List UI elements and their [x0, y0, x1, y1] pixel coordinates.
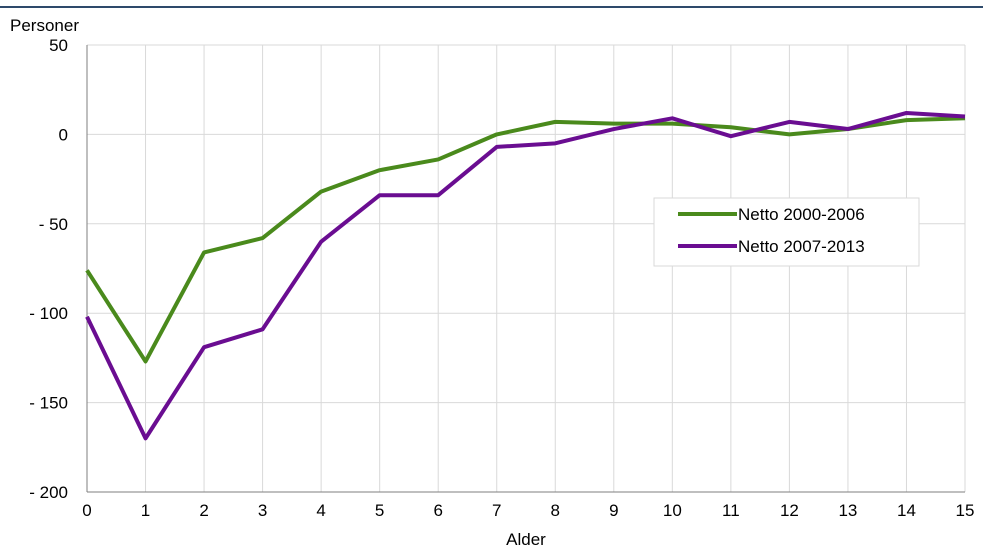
- legend: Netto 2000-2006 Netto 2007-2013: [653, 197, 920, 267]
- y-tick-label: - 100: [29, 304, 68, 323]
- x-tick-label: 14: [897, 501, 916, 520]
- series-line-netto-2007-2013: [85, 110, 966, 441]
- legend-label-netto-2007-2013: Netto 2007-2013: [738, 237, 865, 256]
- x-tick-label: 7: [492, 501, 501, 520]
- x-tick-label: 9: [609, 501, 618, 520]
- y-axis-title: Personer: [10, 16, 79, 35]
- x-tick-label: 11: [722, 501, 740, 520]
- y-tick-label: - 200: [29, 483, 68, 502]
- grid-lines: [87, 44, 966, 492]
- x-tick-label: 3: [258, 501, 267, 520]
- series-line-netto-2000-2006: [85, 116, 966, 364]
- x-tick-label: 10: [663, 501, 682, 520]
- x-tick-label: 12: [780, 501, 799, 520]
- x-tick-label: 4: [316, 501, 325, 520]
- legend-label-netto-2000-2006: Netto 2000-2006: [738, 205, 865, 224]
- axes: [86, 45, 965, 493]
- x-tick-label: 0: [82, 501, 91, 520]
- x-tick-label: 15: [956, 501, 975, 520]
- x-tick-label: 1: [141, 501, 150, 520]
- x-tick-label: 6: [433, 501, 442, 520]
- x-axis-title: Alder: [506, 530, 546, 549]
- y-tick-label: - 50: [39, 215, 68, 234]
- x-tick-label: 2: [199, 501, 208, 520]
- y-tick-label: 50: [49, 36, 68, 55]
- x-tick-label: 5: [375, 501, 384, 520]
- series-lines: [85, 110, 966, 441]
- y-tick-label: 0: [59, 125, 68, 144]
- x-tick-label: 13: [838, 501, 857, 520]
- y-tick-label: - 150: [29, 394, 68, 413]
- x-tick-label: 8: [551, 501, 560, 520]
- legend-box: [653, 197, 920, 267]
- tick-labels: 500- 50- 100- 150- 2000 1 2 3 4 5 6 7 8 9 10 11 12 13…: [29, 36, 974, 520]
